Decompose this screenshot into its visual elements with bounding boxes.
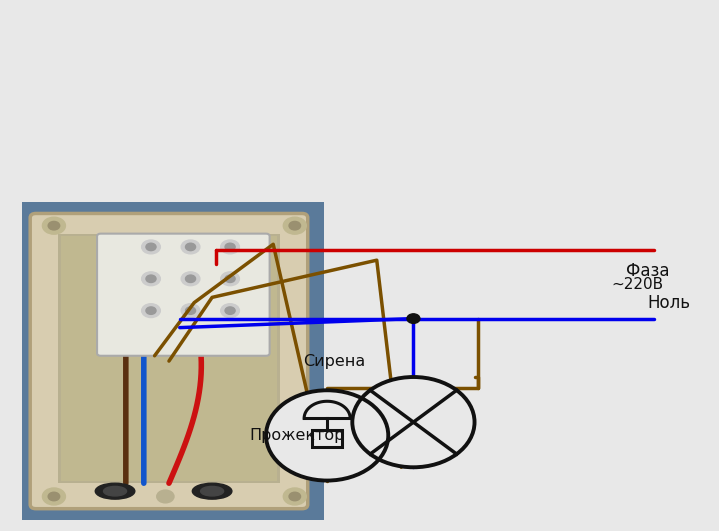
Bar xyxy=(61,236,277,481)
Circle shape xyxy=(181,240,200,254)
Circle shape xyxy=(146,307,156,314)
Circle shape xyxy=(157,490,174,503)
Bar xyxy=(0,0,719,202)
FancyBboxPatch shape xyxy=(97,234,270,356)
Ellipse shape xyxy=(192,483,232,499)
Circle shape xyxy=(42,217,65,234)
Text: Сирена: Сирена xyxy=(303,354,365,369)
Circle shape xyxy=(181,272,200,286)
Circle shape xyxy=(289,492,301,501)
Text: Прожектор: Прожектор xyxy=(249,428,345,443)
Bar xyxy=(312,430,342,447)
Text: ~220В: ~220В xyxy=(611,277,663,292)
Circle shape xyxy=(225,275,235,282)
Circle shape xyxy=(186,307,196,314)
Ellipse shape xyxy=(95,483,135,499)
Circle shape xyxy=(42,488,65,505)
Circle shape xyxy=(221,272,239,286)
Circle shape xyxy=(142,240,160,254)
Circle shape xyxy=(181,304,200,318)
Circle shape xyxy=(289,221,301,230)
Circle shape xyxy=(283,488,306,505)
Circle shape xyxy=(186,243,196,251)
Circle shape xyxy=(146,275,156,282)
Text: Ноль: Ноль xyxy=(647,294,690,312)
Circle shape xyxy=(48,221,60,230)
Bar xyxy=(324,0,719,531)
Circle shape xyxy=(146,243,156,251)
Circle shape xyxy=(225,307,235,314)
Circle shape xyxy=(225,243,235,251)
Circle shape xyxy=(186,275,196,282)
Circle shape xyxy=(142,272,160,286)
Circle shape xyxy=(352,377,475,467)
Circle shape xyxy=(283,217,306,234)
Circle shape xyxy=(407,314,420,323)
Circle shape xyxy=(221,240,239,254)
Text: Фаза: Фаза xyxy=(626,262,669,280)
Circle shape xyxy=(266,390,388,481)
Circle shape xyxy=(48,492,60,501)
Ellipse shape xyxy=(201,486,224,496)
Bar xyxy=(58,234,280,483)
Circle shape xyxy=(142,304,160,318)
Ellipse shape xyxy=(104,486,127,496)
Bar xyxy=(22,202,331,520)
FancyBboxPatch shape xyxy=(30,213,308,509)
Circle shape xyxy=(221,304,239,318)
